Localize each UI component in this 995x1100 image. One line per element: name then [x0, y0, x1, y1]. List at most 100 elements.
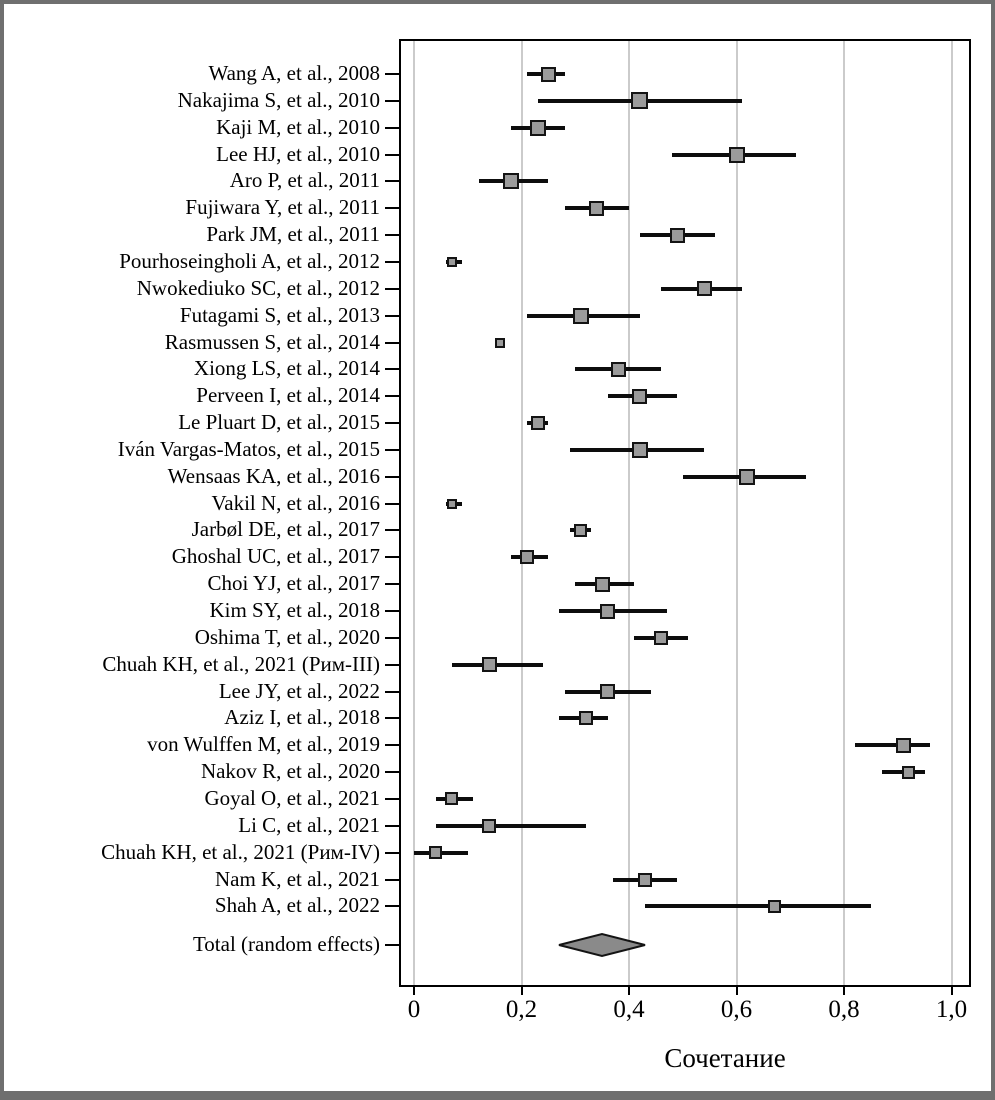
gridline	[950, 41, 953, 985]
x-axis-tick-label: 0,2	[505, 996, 538, 1023]
y-axis-tick	[385, 717, 399, 720]
x-axis-tick	[520, 987, 523, 995]
point-estimate-marker	[481, 657, 497, 673]
confidence-interval-line	[645, 904, 871, 909]
point-estimate-marker	[482, 818, 497, 833]
x-axis-tick-label: 0,4	[613, 996, 645, 1023]
y-axis-tick	[385, 180, 399, 183]
point-estimate-marker	[669, 227, 685, 243]
study-label-text: Fujiwara Y, et al., 2011	[185, 195, 380, 220]
x-axis-title: Сочетание	[664, 1043, 786, 1073]
point-estimate-marker	[600, 684, 615, 700]
gridline	[735, 41, 738, 985]
y-axis-tick	[385, 944, 399, 946]
y-axis-tick	[385, 583, 399, 586]
study-label-text: Futagami S, et al., 2013	[179, 302, 380, 327]
y-axis-tick	[385, 314, 399, 317]
point-estimate-marker	[728, 146, 745, 163]
y-axis-tick	[385, 234, 399, 237]
y-axis-tick	[385, 556, 399, 559]
study-label-text: Kim SY, et al., 2018	[209, 598, 380, 622]
point-estimate-marker	[767, 899, 781, 913]
gridline	[520, 41, 523, 985]
point-estimate-marker	[589, 200, 605, 216]
y-axis-tick	[385, 395, 399, 398]
point-estimate-marker	[579, 711, 593, 726]
point-estimate-marker	[632, 388, 648, 404]
y-axis-tick	[385, 99, 399, 102]
y-axis-tick	[385, 368, 399, 371]
study-label-text: Nwokediuko SC, et al., 2012	[136, 275, 380, 300]
gridline	[628, 41, 630, 985]
study-label-text: Lee JY, et al., 2022	[218, 678, 380, 703]
study-label-text: Aziz I, et al., 2018	[224, 705, 380, 730]
study-label-text: Xiong LS, et al., 2014	[193, 356, 380, 381]
total-diamond-shape	[558, 932, 646, 958]
point-estimate-marker	[600, 603, 615, 619]
y-axis-tick	[385, 448, 399, 451]
y-axis-tick	[385, 905, 399, 908]
y-axis-tick	[385, 475, 399, 478]
point-estimate-marker	[540, 66, 556, 82]
study-label-text: Nakajima S, et al., 2010	[177, 87, 380, 112]
total-diamond	[558, 932, 646, 958]
point-estimate-marker	[610, 361, 626, 377]
y-axis-tick	[385, 341, 399, 344]
point-estimate-marker	[631, 441, 648, 458]
y-axis-tick	[385, 744, 399, 747]
study-label-text: Perveen I, et al., 2014	[196, 383, 380, 408]
study-label-text: Chuah KH, et al., 2021 (Рим-IV)	[101, 839, 380, 864]
study-label-text: Le Pluart D, et al., 2015	[178, 410, 380, 435]
y-axis-tick	[385, 851, 399, 854]
x-axis-tick-label: 0	[407, 996, 421, 1023]
study-label-text: Vakil N, et al., 2016	[211, 490, 380, 515]
point-estimate-marker	[902, 765, 915, 779]
y-axis-tick	[385, 153, 399, 156]
x-axis-tick	[413, 987, 415, 995]
total-label: Total (random effects)	[192, 932, 380, 956]
x-axis-tick-label: 0,6	[720, 996, 753, 1023]
x-axis-tick	[843, 987, 845, 995]
y-axis-tick	[385, 207, 399, 210]
y-axis-tick	[385, 690, 399, 693]
gridline	[413, 41, 415, 985]
x-axis-tick-label: 1,0	[935, 996, 968, 1023]
study-label-text: Jarbøl DE, et al., 2017	[191, 517, 380, 542]
point-estimate-marker	[654, 630, 669, 645]
study-label-text: von Wulffen M, et al., 2019	[147, 732, 380, 757]
point-estimate-marker	[529, 119, 546, 136]
y-axis-tick	[385, 878, 399, 881]
point-estimate-marker	[895, 737, 911, 753]
point-estimate-marker	[696, 281, 712, 297]
y-axis-tick	[385, 126, 399, 129]
point-estimate-marker	[429, 846, 442, 860]
point-estimate-marker	[638, 872, 653, 887]
confidence-interval-line	[435, 823, 586, 828]
study-label-text: Li C, et al., 2021	[238, 812, 380, 837]
x-axis-tick	[735, 987, 738, 995]
point-estimate-marker	[739, 468, 756, 485]
study-label-text: Iván Vargas-Matos, et al., 2015	[117, 436, 380, 461]
study-label-text: Ghoshal UC, et al., 2017	[171, 544, 380, 569]
study-label-text: Park JM, et al., 2011	[206, 222, 380, 247]
point-estimate-marker	[631, 92, 649, 110]
x-axis-tick	[628, 987, 630, 995]
y-axis-tick	[385, 529, 399, 532]
study-label-text: Wang A, et al., 2008	[208, 61, 380, 85]
point-estimate-marker	[446, 256, 457, 267]
point-estimate-marker	[594, 576, 610, 592]
study-label-text: Oshima T, et al., 2020	[194, 624, 380, 649]
study-label-text: Kaji M, et al., 2010	[216, 114, 380, 139]
study-label-text: Shah A, et al., 2022	[214, 893, 380, 918]
point-estimate-marker	[495, 337, 505, 348]
study-label-text: Chuah KH, et al., 2021 (Рим-III)	[102, 651, 380, 676]
point-estimate-marker	[502, 173, 519, 190]
point-estimate-marker	[574, 523, 588, 537]
y-axis-tick	[385, 287, 399, 290]
y-axis-tick	[385, 260, 399, 263]
y-axis-tick	[385, 824, 399, 827]
study-label-text: Pourhoseingholi A, et al., 2012	[119, 248, 380, 273]
y-axis-tick	[385, 771, 399, 774]
study-label-text: Nakov R, et al., 2020	[200, 759, 380, 784]
